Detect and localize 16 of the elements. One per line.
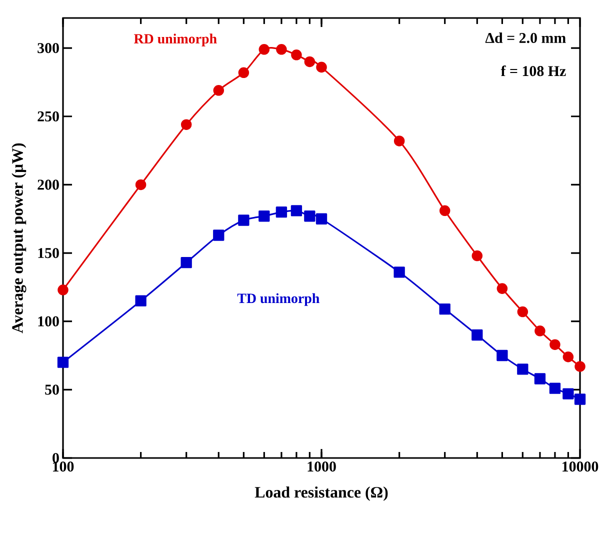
y-tick-label: 0 xyxy=(52,452,59,464)
text: RD unimorph xyxy=(134,34,217,46)
y-tick-label: 300 xyxy=(38,43,59,54)
x-axis-title: Load resistance (Ω) xyxy=(254,486,388,501)
annotation: Δd = 2.0 mm xyxy=(485,32,566,44)
y-tick-label: 100 xyxy=(38,316,59,326)
y-axis-title: Average output power (μW) xyxy=(12,143,26,334)
annotation: f = 108 Hz xyxy=(500,65,566,76)
x-tick-label: 1000 xyxy=(308,462,336,472)
x-tick-label: 10000 xyxy=(562,462,598,472)
y-tick-label: 50 xyxy=(45,384,59,395)
y-tick-label: 150 xyxy=(38,248,59,258)
text: TD unimorph xyxy=(237,293,320,306)
x-tick-label: 100 xyxy=(53,462,74,472)
y-tick-label: 200 xyxy=(38,180,59,190)
y-tick-label: 250 xyxy=(38,111,59,122)
